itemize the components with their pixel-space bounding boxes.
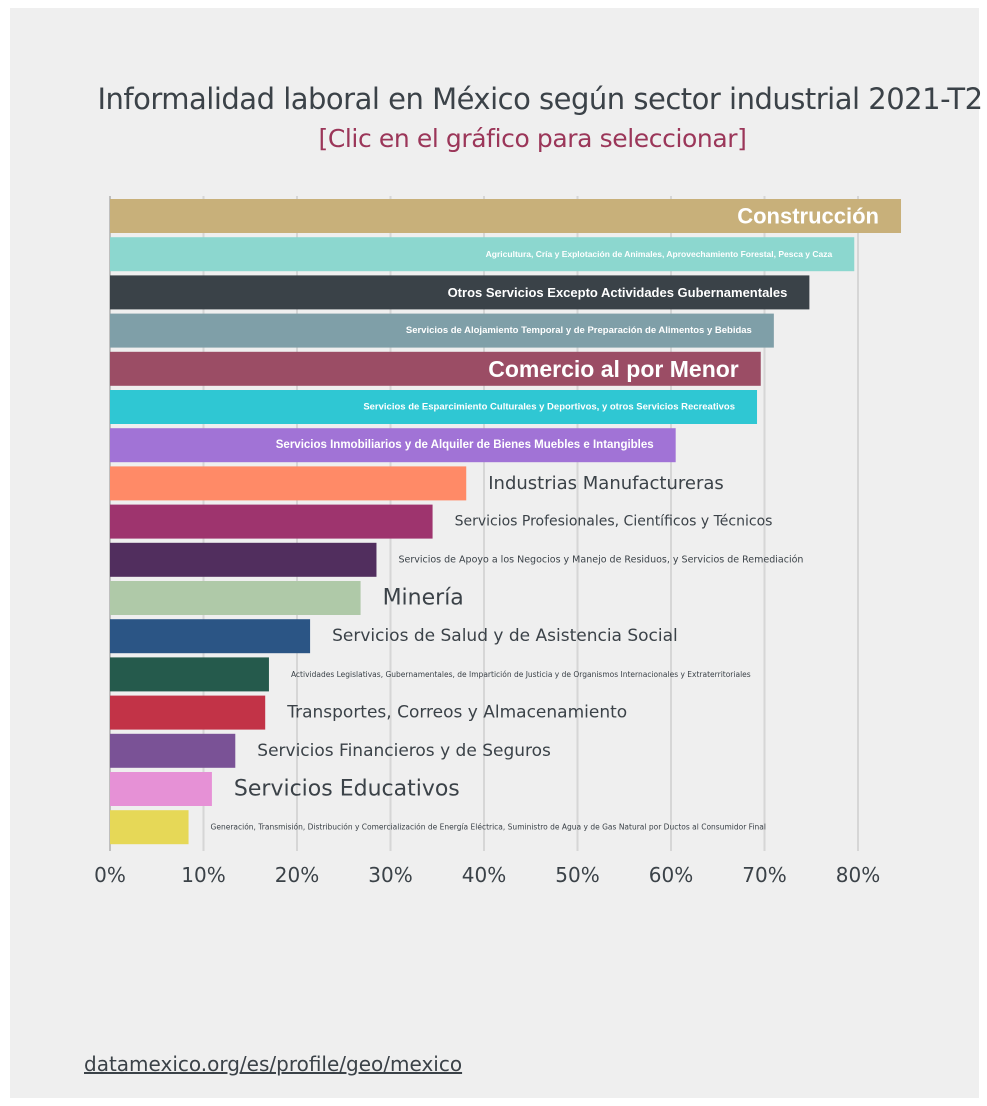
x-tick-label: 70% [742, 863, 786, 887]
bar-label: Comercio al por Menor [488, 356, 739, 382]
x-tick-label: 10% [181, 863, 225, 887]
source-link[interactable]: datamexico.org/es/profile/geo/mexico [84, 1052, 463, 1076]
bar[interactable] [110, 733, 236, 768]
bar-label: Servicios de Alojamiento Temporal y de P… [406, 325, 752, 336]
bar[interactable] [110, 772, 212, 806]
bar-label: Servicios Inmobiliarios y de Alquiler de… [276, 439, 654, 451]
bar-chart[interactable]: Construcción Agricultura, Cría y Explotac… [0, 0, 987, 1040]
bar[interactable] [110, 542, 377, 577]
bar[interactable] [110, 466, 467, 501]
x-tick-label: 0% [94, 863, 126, 887]
bar-label: Servicios de Esparcimiento Culturales y … [363, 402, 735, 413]
bar-group[interactable]: Servicios Financieros y de Seguros [110, 733, 551, 768]
bar[interactable] [110, 504, 433, 539]
bar-label: Servicios Profesionales, Científicos y T… [455, 514, 773, 530]
bar[interactable] [110, 313, 774, 348]
bar-label: Servicios Educativos [234, 777, 460, 802]
bar[interactable] [110, 657, 269, 692]
bar[interactable] [110, 581, 361, 615]
bar-group[interactable]: Comercio al por Menor [110, 351, 761, 386]
bar[interactable] [110, 199, 902, 233]
bar-group[interactable]: Servicios de Apoyo a los Negocios y Mane… [110, 542, 803, 577]
bar[interactable] [110, 695, 266, 730]
bar-group[interactable]: Servicios de Esparcimiento Culturales y … [110, 390, 758, 424]
x-tick-label: 40% [462, 863, 506, 887]
bar-label: Otros Servicios Excepto Actividades Gube… [448, 285, 788, 300]
bar-group[interactable]: Agricultura, Cría y Explotación de Anima… [110, 237, 855, 272]
bar-group[interactable]: Servicios Educativos [110, 772, 460, 806]
bar-group[interactable]: Otros Servicios Excepto Actividades Gube… [110, 275, 810, 310]
bar-group[interactable]: Generación, Transmisión, Distribución y … [110, 810, 766, 845]
bar-label: Servicios de Salud y de Asistencia Socia… [332, 626, 678, 646]
bar-label: Actividades Legislativas, Gubernamentale… [291, 670, 751, 679]
bar[interactable] [110, 428, 676, 463]
bar[interactable] [110, 351, 761, 386]
bar-label: Servicios Financieros y de Seguros [257, 741, 551, 761]
x-tick-label: 80% [836, 863, 880, 887]
chart-subtitle[interactable]: [Clic en el gráfico para seleccionar] [318, 124, 747, 153]
bar-group[interactable]: Actividades Legislativas, Gubernamentale… [110, 657, 751, 692]
x-tick-label: 50% [555, 863, 599, 887]
bar-group[interactable]: Servicios de Salud y de Asistencia Socia… [110, 619, 678, 654]
bar-label: Industrias Manufactureras [488, 473, 724, 494]
bar[interactable] [110, 390, 758, 424]
bar-group[interactable]: Minería [110, 581, 464, 615]
x-tick-label: 20% [275, 863, 319, 887]
bar-label: Generación, Transmisión, Distribución y … [211, 823, 766, 832]
bar-label: Minería [383, 586, 464, 611]
bar[interactable] [110, 237, 855, 272]
bar-label: Servicios de Apoyo a los Negocios y Mane… [398, 554, 803, 565]
bar[interactable] [110, 810, 189, 845]
bar-group[interactable]: Industrias Manufactureras [110, 466, 724, 501]
chart-title: Informalidad laboral en México según sec… [97, 82, 983, 116]
x-axis-ticks: 0% 10% 20% 30% 40% 50% 60% 70% 80% [94, 863, 880, 887]
bar-group[interactable]: Transportes, Correos y Almacenamiento [110, 695, 627, 730]
bar-label: Transportes, Correos y Almacenamiento [286, 703, 627, 723]
bar-label: Agricultura, Cría y Explotación de Anima… [486, 249, 833, 259]
x-tick-label: 30% [368, 863, 412, 887]
bar-group[interactable]: Servicios de Alojamiento Temporal y de P… [110, 313, 774, 348]
bar-group[interactable]: Servicios Profesionales, Científicos y T… [110, 504, 773, 539]
bar-group[interactable]: Construcción [110, 199, 902, 233]
bar-label: Construcción [737, 204, 879, 229]
bar[interactable] [110, 619, 311, 654]
bars-group[interactable]: Construcción Agricultura, Cría y Explotac… [110, 199, 902, 845]
bar-group[interactable]: Servicios Inmobiliarios y de Alquiler de… [110, 428, 676, 463]
bar[interactable] [110, 275, 810, 310]
x-tick-label: 60% [649, 863, 693, 887]
